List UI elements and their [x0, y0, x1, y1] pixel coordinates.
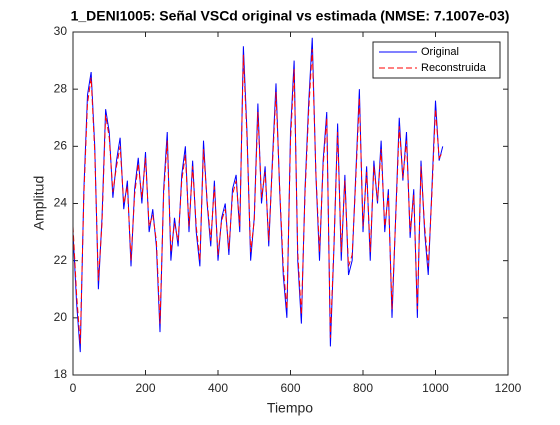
x-tick-label: 1200 [495, 381, 522, 395]
y-tick-label: 20 [54, 310, 68, 324]
x-tick-label: 400 [208, 381, 228, 395]
y-tick-label: 30 [54, 24, 68, 38]
y-tick-label: 26 [54, 139, 68, 153]
series-line [72, 37, 444, 353]
y-tick-label: 22 [54, 253, 68, 267]
x-tick-label: 1000 [422, 381, 449, 395]
x-tick-label: 200 [135, 381, 155, 395]
legend-box [372, 41, 501, 79]
x-axis-label: Tiempo [267, 400, 313, 416]
y-tick-label: 18 [54, 367, 68, 381]
legend-label: Reconstruida [421, 62, 487, 74]
x-tick-label: 800 [353, 381, 373, 395]
y-tick-label: 24 [54, 196, 68, 210]
axes-box [72, 31, 509, 376]
y-tick-label: 28 [54, 81, 68, 95]
x-tick-label: 600 [280, 381, 300, 395]
y-axis-label: Amplitud [31, 176, 47, 230]
chart-title: 1_DENI1005: Señal VSCd original vs estim… [71, 8, 510, 24]
x-tick-label: 0 [70, 381, 77, 395]
series-line [72, 49, 444, 344]
legend-label: Original [421, 46, 459, 58]
